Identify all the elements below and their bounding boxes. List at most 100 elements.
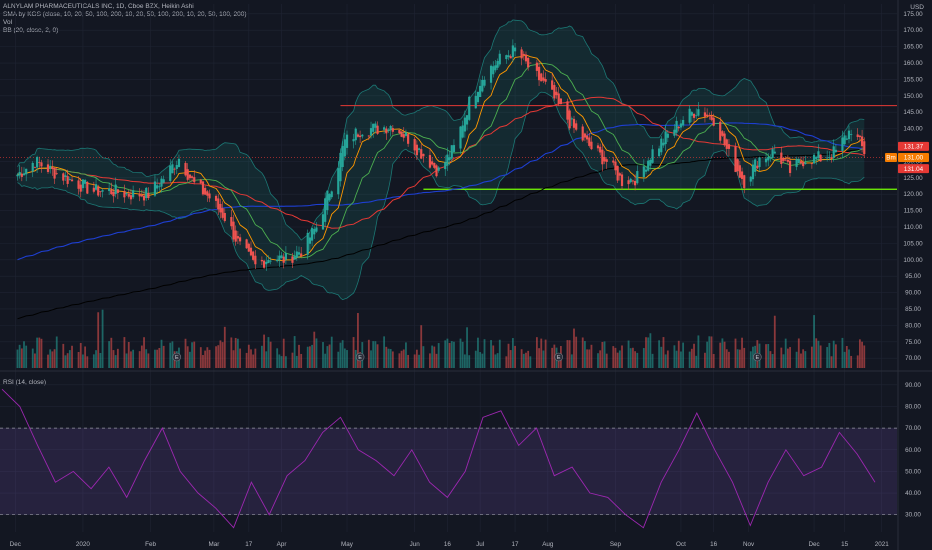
time-tick-label: Jun bbox=[410, 541, 421, 548]
volume-bar bbox=[293, 336, 296, 368]
bollinger-lower-line bbox=[17, 91, 865, 301]
volume-bar bbox=[621, 345, 623, 368]
price-axis[interactable]: 70.00 75.00 80.00 85.00 90.00 95.00 100.00 105.… bbox=[903, 11, 923, 362]
candle-body bbox=[830, 157, 833, 159]
candle-body bbox=[507, 55, 510, 58]
volume-bar bbox=[433, 346, 436, 368]
rsi-indicator-label[interactable]: RSI (14, close) bbox=[3, 379, 46, 386]
volume-bar bbox=[551, 347, 554, 368]
volume-bars bbox=[16, 309, 866, 368]
candle-body bbox=[658, 148, 661, 157]
candle-body bbox=[402, 134, 405, 138]
candle-body bbox=[339, 152, 342, 182]
volume-bar bbox=[16, 349, 19, 368]
time-tick-label: Sep bbox=[610, 541, 622, 548]
sma-indicator-label[interactable]: SMA by KGS (close, 10, 20, 50, 100, 200,… bbox=[3, 11, 247, 18]
candle-body bbox=[708, 115, 711, 117]
volume-bar bbox=[612, 346, 615, 368]
volume-bar bbox=[154, 349, 156, 368]
volume-bar bbox=[527, 350, 530, 368]
volume-indicator-label[interactable]: Vol bbox=[3, 19, 13, 26]
volume-bar bbox=[313, 331, 316, 368]
candle-body bbox=[703, 112, 707, 117]
volume-bar bbox=[444, 340, 447, 368]
price-tick-label: 150.00 bbox=[903, 93, 923, 100]
candle-body bbox=[710, 115, 713, 120]
price-badge-tag-label: Bm bbox=[886, 155, 895, 162]
earnings-marker-label: E bbox=[175, 355, 179, 361]
volume-bar bbox=[206, 347, 209, 368]
candle-body bbox=[269, 260, 272, 262]
candle-body bbox=[186, 169, 189, 180]
candle-body bbox=[407, 134, 410, 144]
volume-bar bbox=[337, 351, 340, 368]
candle-body bbox=[175, 165, 178, 169]
volume-bar bbox=[861, 341, 863, 368]
volume-bar bbox=[734, 338, 737, 368]
candle-body bbox=[389, 125, 392, 131]
volume-bar bbox=[575, 336, 578, 368]
candle-body bbox=[804, 162, 807, 165]
candle-body bbox=[734, 146, 737, 172]
candle-body bbox=[101, 190, 104, 192]
candle-body bbox=[374, 123, 377, 128]
candle-body bbox=[70, 179, 74, 182]
volume-bar bbox=[306, 346, 309, 368]
volume-bar bbox=[437, 343, 440, 368]
time-tick-label: Feb bbox=[145, 541, 156, 548]
candle-body bbox=[520, 49, 523, 59]
time-tick-label: 17 bbox=[512, 541, 520, 548]
candle-body bbox=[262, 260, 266, 268]
volume-bar bbox=[239, 348, 241, 368]
candle-body bbox=[634, 180, 637, 186]
candle-body bbox=[324, 198, 327, 222]
volume-bar bbox=[219, 340, 222, 368]
candle-body bbox=[468, 96, 471, 120]
candle-body bbox=[361, 134, 364, 137]
volume-bar bbox=[603, 341, 606, 368]
price-tick-label: 120.00 bbox=[903, 191, 923, 198]
candle-body bbox=[158, 186, 161, 188]
volume-bar bbox=[84, 346, 87, 368]
volume-bar bbox=[719, 342, 722, 368]
volume-bar bbox=[782, 354, 785, 368]
time-tick-label: 17 bbox=[245, 541, 253, 548]
volume-bar bbox=[817, 340, 820, 368]
volume-bar bbox=[736, 349, 739, 368]
candle-body bbox=[51, 167, 54, 169]
candle-body bbox=[310, 228, 314, 241]
volume-bar bbox=[114, 355, 117, 368]
volume-bar bbox=[23, 341, 25, 368]
volume-bar bbox=[588, 349, 591, 368]
candle-body bbox=[433, 162, 436, 168]
volume-bar bbox=[188, 351, 191, 368]
volume-bar bbox=[856, 355, 859, 368]
candle-body bbox=[328, 193, 331, 201]
earnings-marker-icon bbox=[554, 352, 564, 362]
candle-body bbox=[585, 135, 589, 140]
volume-bar bbox=[786, 348, 789, 368]
volume-bar bbox=[463, 354, 466, 368]
volume-bar bbox=[156, 349, 159, 368]
volume-bar bbox=[651, 353, 654, 368]
volume-bar bbox=[845, 346, 848, 368]
volume-bar bbox=[429, 353, 431, 368]
volume-bar bbox=[68, 350, 71, 368]
volume-bar bbox=[743, 347, 746, 368]
candle-body bbox=[199, 179, 202, 184]
time-axis[interactable]: Dec 2020 Feb Mar 17 Apr May Jun 16 Jul 17 Aug Sep Oct… bbox=[10, 541, 890, 548]
volume-bar bbox=[372, 341, 375, 368]
volume-bar bbox=[232, 350, 235, 368]
volume-bar bbox=[525, 352, 527, 368]
rsi-axis[interactable]: 30.00 40.00 50.00 60.00 70.00 80.00 90.00 bbox=[905, 382, 921, 519]
rsi-tick-label: 50.00 bbox=[905, 468, 921, 475]
candle-body bbox=[387, 129, 390, 131]
volume-bar bbox=[712, 353, 715, 368]
candle-body bbox=[629, 178, 632, 183]
volume-bar bbox=[184, 338, 187, 368]
volume-bar bbox=[38, 337, 41, 368]
volume-bar bbox=[673, 345, 676, 368]
volume-bar bbox=[618, 350, 621, 368]
candle-body bbox=[660, 138, 663, 153]
